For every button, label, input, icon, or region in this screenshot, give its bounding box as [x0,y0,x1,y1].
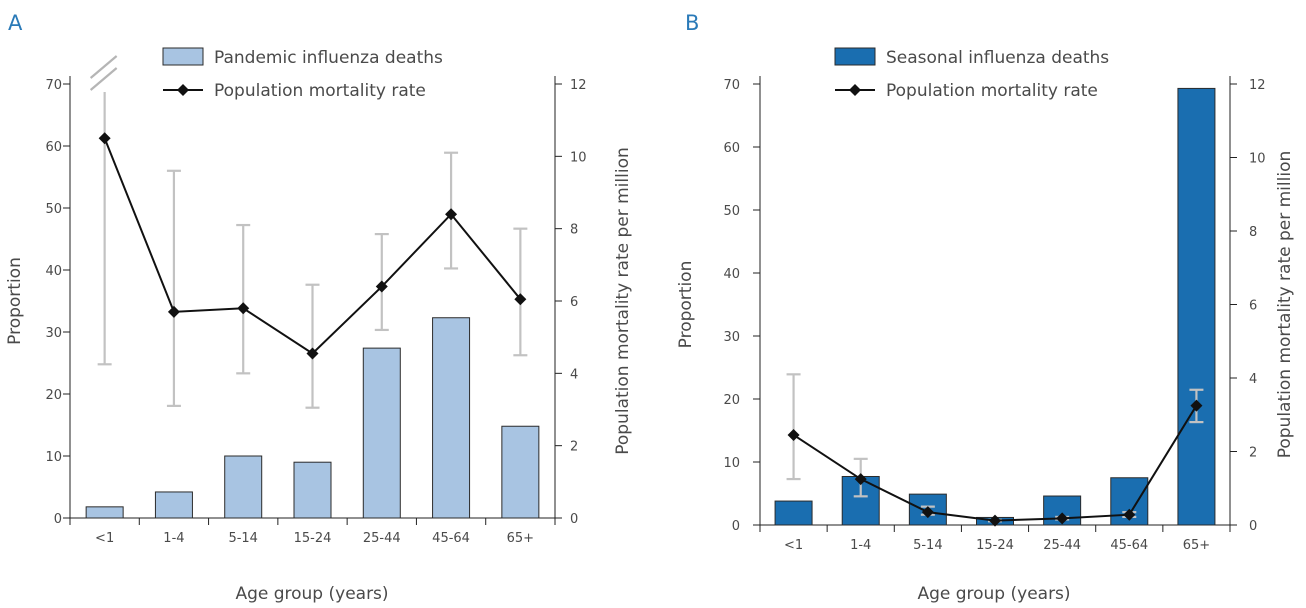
right-tick-label: 12 [1249,78,1266,93]
x-tick-label: 25-44 [1043,538,1081,553]
legend-line-label: Population mortality rate [214,81,426,101]
left-tick-label: 10 [45,450,62,465]
axis-break-slash [89,55,118,79]
x-tick-label: 15-24 [976,538,1014,553]
line-point [514,293,527,306]
right-tick-label: 4 [570,367,578,382]
bar [154,491,193,519]
legend-line-marker [177,84,189,96]
y-axis-title: Proportion [676,261,696,349]
x-tick-label: 45-64 [432,531,470,546]
x-tick-label: 45-64 [1110,538,1148,553]
right-tick-label: 4 [1249,372,1257,387]
right-tick-label: 2 [570,440,578,455]
line-point [1056,512,1069,525]
bar [224,455,263,519]
line-point [237,302,250,315]
left-tick-label: 50 [45,202,62,217]
x-tick-label: 1-4 [850,538,871,553]
left-tick-label: 60 [45,140,62,155]
x-tick-label: 5-14 [228,531,258,546]
x-tick-label: 5-14 [913,538,943,553]
legend-line-marker [849,84,861,96]
legend-line-label: Population mortality rate [886,81,1098,101]
left-tick-label: 70 [45,78,62,93]
left-tick-label: 30 [723,330,740,345]
line-point [921,506,934,519]
right-tick-label: 6 [570,295,578,310]
right-tick-label: 10 [570,150,587,165]
bar [85,506,124,519]
right-tick-label: 2 [1249,446,1257,461]
right-tick-label: 8 [1249,225,1257,240]
legend-bar-swatch [162,47,204,66]
left-tick-label: 40 [45,264,62,279]
left-tick-label: 20 [45,388,62,403]
y2-axis-title: Population mortality rate per million [613,147,633,455]
panel-letter: A [8,11,23,35]
legend-bar-label: Seasonal influenza deaths [886,48,1109,68]
left-tick-label: 10 [723,456,740,471]
x-tick-label: 1-4 [163,531,184,546]
bar [908,493,947,526]
left-tick-label: 0 [54,512,62,527]
chart-panel-a: A 0 10 20 30 40 50 60 70 0 2 4 6 8 10 12 <1 1-4 5-14 15-24 2… [5,11,633,604]
bar [774,500,813,526]
right-tick-label: 0 [1249,519,1257,534]
x-axis-title: Age group (years) [235,584,388,604]
line-point [375,280,388,293]
y-axis-title: Proportion [5,257,25,345]
chart-panel-b: B 0 10 20 30 40 50 60 70 0 2 4 6 8 10 12 <1 1-4 5-14 15-24 2… [676,11,1295,604]
left-tick-label: 20 [723,393,740,408]
legend: Seasonal influenza deaths Population mort… [834,47,1109,101]
right-tick-label: 10 [1249,152,1266,167]
x-tick-label: 25-44 [363,531,401,546]
x-tick-label: 15-24 [294,531,332,546]
line-point [98,132,111,145]
legend-bar-swatch [834,47,876,66]
left-tick-label: 30 [45,326,62,341]
line-point [1190,399,1203,412]
line-point [445,208,458,221]
x-tick-label: 65+ [1183,538,1210,553]
left-tick-label: 40 [723,267,740,282]
line-point [854,473,867,486]
left-tick-label: 70 [723,78,740,93]
left-tick-label: 0 [732,519,740,534]
bar [432,317,471,519]
right-tick-label: 12 [570,78,587,93]
line-point [989,514,1001,527]
left-tick-label: 60 [723,141,740,156]
bar [362,347,401,519]
panel-letter: B [685,11,699,35]
legend: Pandemic influenza deaths Population mort… [162,47,443,101]
bar [293,461,332,519]
line-point [787,428,800,441]
y2-axis-title: Population mortality rate per million [1275,151,1295,459]
bar [1177,87,1216,526]
right-tick-label: 6 [1249,299,1257,314]
right-tick-label: 8 [570,223,578,238]
x-axis-title: Age group (years) [917,584,1070,604]
line-point [306,347,319,360]
legend-bar-label: Pandemic influenza deaths [214,48,443,68]
line-point [167,305,180,318]
line-point [1123,508,1136,521]
right-tick-label: 0 [570,512,578,527]
x-tick-label: 65+ [507,531,534,546]
x-tick-label: <1 [95,531,114,546]
bar [501,425,540,519]
x-tick-label: <1 [784,538,803,553]
axis-break-slash [89,67,118,91]
left-tick-label: 50 [723,204,740,219]
